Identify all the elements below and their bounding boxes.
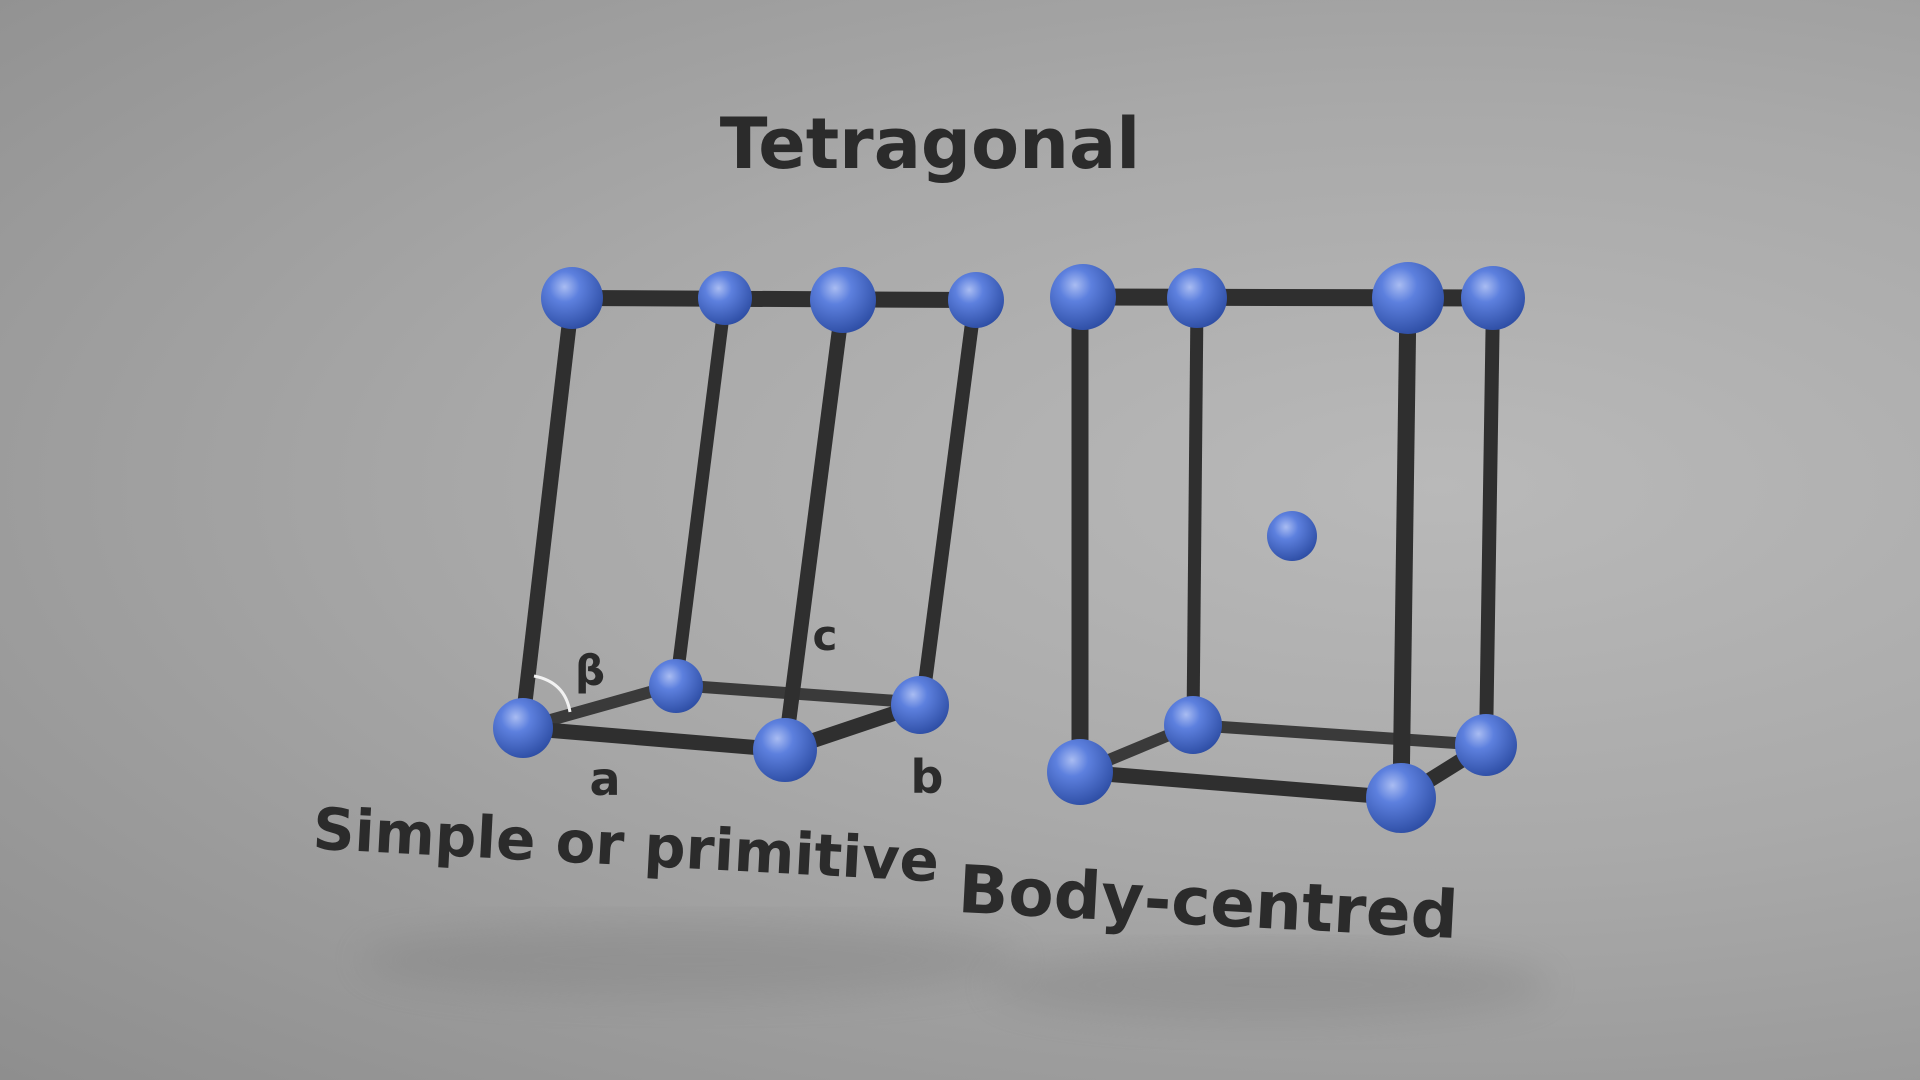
simple-lattice: c β a b Simple or primitive (311, 267, 1004, 895)
atom (753, 718, 817, 782)
axis-label-b: b (911, 750, 944, 804)
rod (915, 299, 982, 707)
atom (1164, 696, 1222, 754)
atom (1372, 262, 1444, 334)
atom (1455, 714, 1517, 776)
rod (674, 679, 926, 709)
axis-label-c: c (813, 611, 838, 660)
rod (1186, 299, 1204, 726)
atom (1167, 268, 1227, 328)
angle-arc (533, 674, 572, 713)
atom (1461, 266, 1525, 330)
atom (493, 698, 553, 758)
angle-label-beta: β (575, 646, 605, 695)
floor-shadow-left (360, 922, 1020, 998)
body-centred-lattice: Body-centred (956, 262, 1525, 954)
atom (891, 676, 949, 734)
atom (698, 271, 752, 325)
title: Tetragonal (720, 103, 1140, 185)
atom (1047, 739, 1113, 805)
rod (514, 299, 580, 729)
atom (1050, 264, 1116, 330)
atom (541, 267, 603, 329)
caption-simple: Simple or primitive (311, 795, 940, 896)
rod (1392, 299, 1417, 799)
rod (1479, 299, 1500, 746)
atom (1366, 763, 1436, 833)
rod (1079, 764, 1402, 806)
atom (948, 272, 1004, 328)
caption-body-centred: Body-centred (956, 851, 1460, 954)
rod (1192, 719, 1486, 751)
rod (669, 299, 732, 687)
atom (810, 267, 876, 333)
rod (777, 301, 851, 751)
atom (649, 659, 703, 713)
rod (574, 290, 976, 308)
axis-label-a: a (589, 752, 620, 806)
center-atom (1267, 511, 1317, 561)
rod (521, 720, 786, 758)
floor-shadow-right (990, 949, 1550, 1021)
